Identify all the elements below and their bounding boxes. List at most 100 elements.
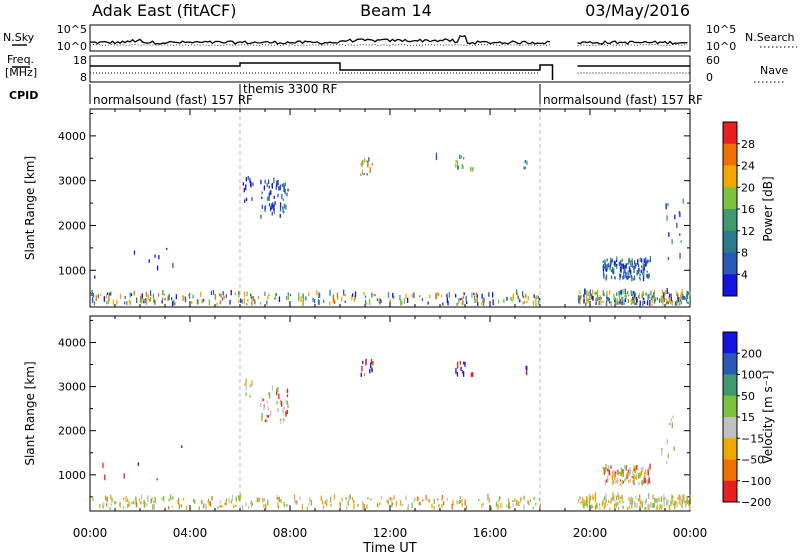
echo-point — [278, 186, 280, 191]
echo-point — [670, 418, 672, 422]
echo-point — [473, 292, 475, 295]
echo-point — [683, 494, 685, 500]
echo-point — [411, 502, 413, 508]
echo-point — [141, 293, 143, 299]
echo-point — [606, 503, 609, 506]
echo-point — [455, 163, 457, 168]
echo-point — [220, 293, 222, 298]
echo-point — [286, 394, 289, 398]
echo-point — [251, 503, 253, 506]
echo-point — [622, 505, 624, 509]
echo-point — [642, 297, 645, 301]
echo-point — [346, 506, 348, 510]
echo-point — [507, 503, 510, 509]
echo-point — [276, 401, 278, 405]
echo-point — [683, 497, 685, 503]
echo-point — [102, 504, 104, 509]
echo-point — [211, 496, 213, 501]
echo-point — [629, 467, 631, 472]
echo-point — [282, 208, 284, 213]
echo-point — [481, 293, 483, 299]
echo-point — [147, 496, 149, 502]
colorbar-tick-label: 50 — [741, 390, 755, 403]
echo-point — [624, 295, 626, 298]
echo-point — [614, 297, 616, 301]
echo-point — [644, 506, 646, 510]
echo-point — [274, 293, 277, 300]
echo-point — [644, 472, 646, 478]
echo-point — [645, 507, 647, 510]
echo-point — [637, 259, 639, 265]
echo-point — [268, 195, 270, 201]
echo-point — [607, 263, 609, 268]
colorbar-tick-label: 8 — [741, 247, 748, 260]
echo-point — [664, 496, 666, 501]
echo-point — [519, 299, 521, 303]
echo-point — [647, 479, 649, 486]
echo-point — [616, 299, 618, 302]
echo-point — [478, 498, 480, 502]
echo-point — [287, 188, 289, 192]
echo-point — [438, 504, 440, 508]
echo-point — [523, 300, 525, 304]
echo-point — [652, 295, 654, 298]
echo-point — [643, 301, 646, 305]
echo-point — [153, 504, 155, 510]
echo-point — [647, 467, 649, 470]
echo-point — [283, 418, 285, 422]
echo-point — [636, 465, 638, 470]
echo-point — [407, 504, 409, 510]
echo-point — [603, 506, 605, 510]
echo-point — [144, 501, 146, 507]
echo-point — [522, 301, 524, 305]
echo-point — [622, 469, 624, 474]
echo-point — [415, 498, 417, 501]
echo-point — [685, 500, 687, 504]
echo-point — [284, 182, 286, 187]
echo-point — [281, 401, 283, 407]
echo-point — [607, 465, 610, 469]
echo-point — [287, 404, 289, 408]
echo-point — [652, 503, 654, 508]
echo-point — [666, 501, 668, 506]
echo-point — [163, 496, 165, 502]
echo-point — [249, 177, 251, 183]
echo-point — [612, 472, 614, 479]
echo-point — [630, 496, 632, 501]
echo-point — [523, 504, 525, 510]
echo-point — [625, 477, 627, 481]
echo-point — [392, 502, 394, 505]
echo-point — [525, 294, 527, 299]
echo-point — [600, 296, 602, 300]
echo-point — [274, 297, 276, 300]
echo-point — [635, 495, 637, 500]
echo-point — [592, 289, 594, 295]
echo-point — [643, 264, 645, 268]
echo-point — [393, 495, 395, 500]
echo-point — [686, 290, 688, 297]
echo-point — [273, 204, 275, 208]
echo-point — [283, 203, 285, 209]
echo-point — [411, 293, 413, 298]
echo-point — [682, 494, 684, 500]
echo-point — [194, 499, 196, 504]
echo-point — [488, 497, 490, 503]
echo-point — [621, 482, 623, 485]
echo-point — [461, 499, 463, 503]
echo-point — [245, 177, 247, 182]
echo-point — [421, 298, 424, 302]
echo-point — [108, 296, 110, 301]
echo-point — [646, 270, 648, 273]
echo-point — [329, 289, 331, 296]
echo-point — [413, 292, 415, 299]
echo-point — [105, 294, 107, 299]
echo-point — [262, 398, 265, 401]
echo-point — [366, 504, 368, 509]
echo-point — [152, 294, 155, 298]
echo-point — [456, 372, 459, 377]
echo-point — [326, 502, 328, 507]
nsky-label: N.Sky — [3, 31, 35, 44]
echo-point — [273, 177, 275, 184]
echo-point — [459, 496, 461, 500]
echo-point — [229, 300, 231, 305]
